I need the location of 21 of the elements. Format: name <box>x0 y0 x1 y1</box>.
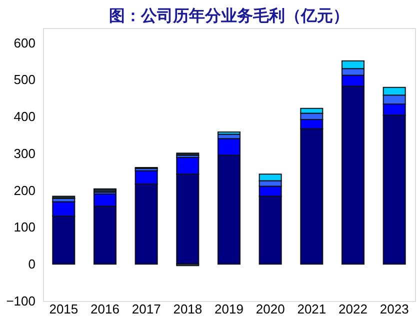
y-tick-label: 600 <box>14 35 36 50</box>
x-tick-label: 2023 <box>380 302 409 316</box>
x-tick-label: 2017 <box>132 302 161 316</box>
chart-title: 图：公司历年分业务毛利（亿元） <box>109 6 349 25</box>
x-tick-label: 2015 <box>49 302 78 316</box>
x-tick-label: 2018 <box>173 302 202 316</box>
y-tick-label: 400 <box>14 109 36 124</box>
x-tick-label: 2022 <box>338 302 368 316</box>
bar <box>52 196 76 199</box>
bar <box>94 188 116 193</box>
y-tick-label: 0 <box>28 256 36 272</box>
x-tick-label: 2016 <box>90 302 120 316</box>
bar <box>218 132 240 135</box>
x-tick-label: 2021 <box>297 302 326 316</box>
y-tick-label: −100 <box>6 294 36 308</box>
y-tick-label: 100 <box>14 220 36 235</box>
y-tick-label: 200 <box>14 182 36 198</box>
x-tick-label: 2020 <box>256 302 285 316</box>
y-tick-label: 500 <box>14 72 36 88</box>
x-tick-label: 2019 <box>214 302 244 316</box>
y-tick-label: 300 <box>14 146 36 161</box>
